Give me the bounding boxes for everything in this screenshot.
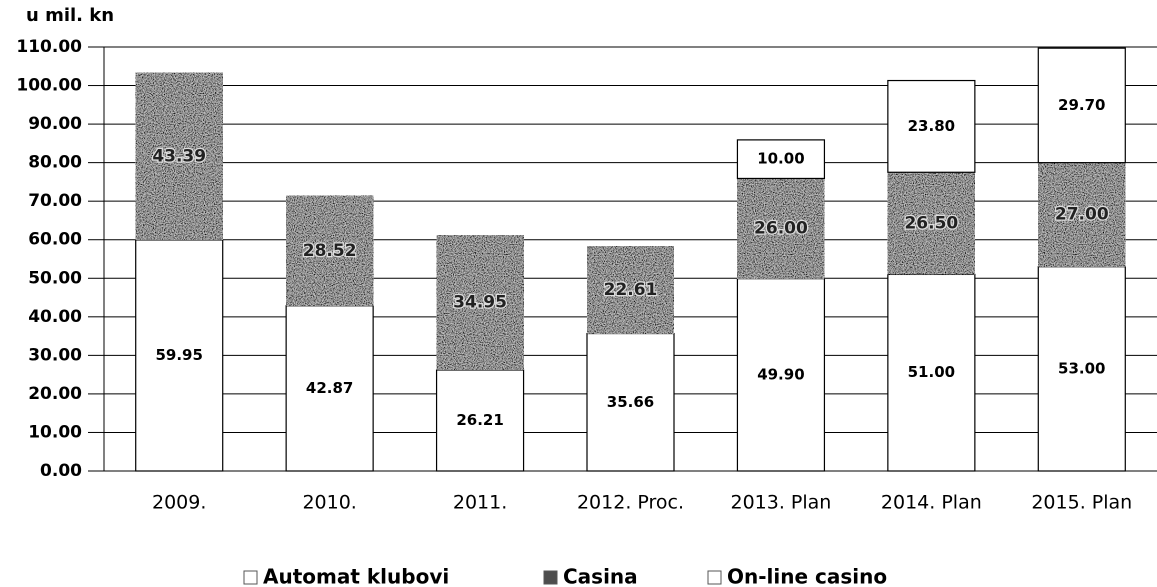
x-tick-label: 2009. xyxy=(152,492,206,514)
bar-segment xyxy=(435,369,525,472)
value-label: 23.80 xyxy=(908,117,955,135)
value-label: 29.70 xyxy=(1058,96,1105,114)
bar-segment xyxy=(887,273,976,472)
bar-segment xyxy=(1037,162,1126,268)
value-label: 49.90 xyxy=(757,365,804,383)
value-label: 43.39 xyxy=(152,146,206,166)
y-tick-label: 70.00 xyxy=(28,191,82,211)
bar-segment xyxy=(1037,47,1126,164)
x-tick-label: 2011. xyxy=(453,492,507,514)
value-label: 53.00 xyxy=(1058,359,1105,377)
x-tick-label: 2013. Plan xyxy=(730,492,831,514)
value-label: 42.87 xyxy=(306,379,353,397)
bar-segment xyxy=(285,305,374,472)
legend-swatch xyxy=(543,570,558,585)
legend-swatch xyxy=(707,570,722,585)
value-label: 34.95 xyxy=(453,293,507,313)
legend-label: Casina xyxy=(563,565,638,587)
bar-segment xyxy=(1037,266,1126,472)
value-label: 35.66 xyxy=(607,393,654,411)
bar-segment xyxy=(586,332,675,472)
bar-segment xyxy=(887,79,976,173)
x-tick-label: 2010. xyxy=(302,492,356,514)
y-tick-label: 40.00 xyxy=(28,307,82,327)
y-tick-label: 90.00 xyxy=(28,114,82,134)
y-tick-label: 0.00 xyxy=(40,461,82,481)
legend-swatch xyxy=(243,570,258,585)
y-tick-label: 20.00 xyxy=(28,384,82,404)
y-tick-label: 30.00 xyxy=(28,345,82,365)
value-label: 26.50 xyxy=(904,213,958,233)
value-label: 27.00 xyxy=(1055,205,1109,225)
x-tick-label: 2015. Plan xyxy=(1031,492,1132,514)
y-axis-label: u mil. kn xyxy=(26,5,114,26)
bar-segment xyxy=(586,245,675,335)
value-label: 59.95 xyxy=(155,346,202,364)
legend-label: Automat klubovi xyxy=(263,565,449,587)
bar-segment xyxy=(887,171,976,276)
y-tick-label: 50.00 xyxy=(28,268,82,288)
value-label: 51.00 xyxy=(908,363,955,381)
value-label: 22.61 xyxy=(604,280,658,300)
x-tick-label: 2012. Proc. xyxy=(577,492,684,514)
y-tick-label: 60.00 xyxy=(28,230,82,250)
legend-label: On-line casino xyxy=(727,565,887,587)
bar-segment xyxy=(435,234,525,371)
y-tick-label: 110.00 xyxy=(16,37,82,57)
bar-segment xyxy=(736,139,826,180)
value-label: 26.00 xyxy=(754,219,808,239)
bar-segment xyxy=(135,72,224,241)
value-label: 10.00 xyxy=(757,150,804,168)
value-label: 28.52 xyxy=(303,241,357,261)
y-tick-label: 100.00 xyxy=(16,76,82,96)
x-tick-label: 2014. Plan xyxy=(881,492,982,514)
value-label: 26.21 xyxy=(456,411,503,429)
y-tick-label: 10.00 xyxy=(28,422,82,442)
bar-segment xyxy=(285,195,374,307)
y-tick-label: 80.00 xyxy=(28,153,82,173)
bar-segment xyxy=(736,278,826,472)
bar-segment xyxy=(736,177,826,280)
